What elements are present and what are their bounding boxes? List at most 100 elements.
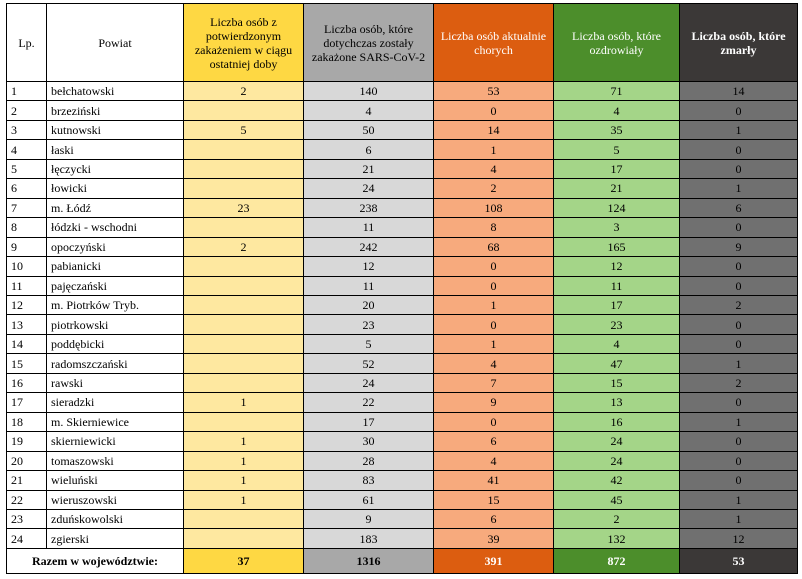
cell-lp: 7 — [6, 197, 47, 219]
cell-total-cases: 30 — [303, 431, 434, 452]
cell-powiat: łaski — [46, 139, 184, 160]
cell-new-cases — [183, 158, 304, 180]
cell-deaths: 6 — [679, 197, 798, 219]
header-powiat: Powiat — [46, 3, 184, 82]
cell-active-cases: 1 — [433, 333, 554, 355]
cell-active-cases: 6 — [433, 431, 554, 452]
cell-new-cases: 1 — [183, 392, 304, 413]
cell-active-cases: 0 — [433, 100, 554, 121]
cell-new-cases — [183, 528, 304, 549]
cell-deaths: 0 — [679, 333, 798, 355]
cell-deaths: 1 — [679, 508, 798, 530]
header-active-cases: Liczba osób aktualnie chorych — [433, 3, 554, 82]
cell-powiat: m. Piotrków Tryb. — [46, 294, 184, 316]
total-deaths: 53 — [679, 548, 798, 574]
cell-deaths: 0 — [679, 256, 798, 277]
cell-total-cases: 6 — [303, 139, 434, 160]
cell-recovered: 165 — [553, 236, 680, 258]
cell-new-cases: 1 — [183, 450, 304, 472]
table-row: 11 pajęczański 11 0 11 0 — [6, 275, 798, 296]
cell-recovered: 132 — [553, 528, 680, 549]
cell-total-cases: 22 — [303, 392, 434, 413]
cell-new-cases — [183, 275, 304, 296]
cell-deaths: 1 — [679, 178, 798, 199]
totals-label: Razem w województwie: — [6, 548, 184, 574]
cell-active-cases: 0 — [433, 314, 554, 335]
cell-active-cases: 4 — [433, 450, 554, 472]
cell-recovered: 4 — [553, 333, 680, 355]
table-row: 9 opoczyński 2 242 68 165 9 — [6, 236, 798, 258]
cell-total-cases: 28 — [303, 450, 434, 472]
cell-powiat: poddębicki — [46, 333, 184, 355]
table-row: 10 pabianicki 12 0 12 0 — [6, 256, 798, 277]
cell-deaths: 0 — [679, 139, 798, 160]
totals-row: Razem w województwie: 37 1316 391 872 53 — [6, 548, 798, 574]
cell-lp: 11 — [6, 275, 47, 296]
cell-active-cases: 2 — [433, 178, 554, 199]
cell-recovered: 17 — [553, 158, 680, 180]
cell-total-cases: 24 — [303, 178, 434, 199]
cell-deaths: 0 — [679, 314, 798, 335]
cell-powiat: m. Skierniewice — [46, 411, 184, 433]
cell-lp: 14 — [6, 333, 47, 355]
cell-total-cases: 242 — [303, 236, 434, 258]
cell-deaths: 0 — [679, 450, 798, 472]
cell-new-cases: 1 — [183, 470, 304, 491]
cell-active-cases: 0 — [433, 411, 554, 433]
cell-lp: 22 — [6, 489, 47, 510]
cell-total-cases: 12 — [303, 256, 434, 277]
cell-active-cases: 1 — [433, 139, 554, 160]
table-row: 8 łódzki - wschodni 11 8 3 0 — [6, 217, 798, 238]
cell-new-cases — [183, 333, 304, 355]
cell-lp: 17 — [6, 392, 47, 413]
table-row: 16 rawski 24 7 15 2 — [6, 372, 798, 394]
cell-powiat: łęczycki — [46, 158, 184, 180]
header-new-cases: Liczba osób z potwierdzonym zakażeniem w… — [183, 3, 304, 82]
cell-active-cases: 0 — [433, 275, 554, 296]
cell-lp: 20 — [6, 450, 47, 472]
cell-new-cases — [183, 353, 304, 374]
cell-powiat: tomaszowski — [46, 450, 184, 472]
table-row: 17 sieradzki 1 22 9 13 0 — [6, 392, 798, 413]
cell-total-cases: 238 — [303, 197, 434, 219]
cell-recovered: 35 — [553, 119, 680, 141]
cell-recovered: 24 — [553, 431, 680, 452]
cell-powiat: sieradzki — [46, 392, 184, 413]
table-row: 7 m. Łódź 23 238 108 124 6 — [6, 197, 798, 219]
cell-active-cases: 4 — [433, 158, 554, 180]
cell-powiat: łódzki - wschodni — [46, 217, 184, 238]
cell-active-cases: 53 — [433, 80, 554, 102]
cell-new-cases — [183, 217, 304, 238]
cell-lp: 9 — [6, 236, 47, 258]
cell-recovered: 24 — [553, 450, 680, 472]
table-row: 1 bełchatowski 2 140 53 71 14 — [6, 80, 798, 102]
cell-recovered: 17 — [553, 294, 680, 316]
cell-active-cases: 39 — [433, 528, 554, 549]
cell-powiat: wieruszowski — [46, 489, 184, 510]
cell-new-cases — [183, 372, 304, 394]
cell-active-cases: 14 — [433, 119, 554, 141]
cell-lp: 6 — [6, 178, 47, 199]
cell-new-cases: 2 — [183, 236, 304, 258]
cell-new-cases — [183, 178, 304, 199]
cell-active-cases: 4 — [433, 353, 554, 374]
cell-active-cases: 8 — [433, 217, 554, 238]
cell-active-cases: 6 — [433, 508, 554, 530]
cell-lp: 2 — [6, 100, 47, 121]
total-new-cases: 37 — [183, 548, 304, 574]
cell-powiat: piotrkowski — [46, 314, 184, 335]
cell-total-cases: 83 — [303, 470, 434, 491]
cell-deaths: 1 — [679, 119, 798, 141]
cell-powiat: pabianicki — [46, 256, 184, 277]
table-row: 21 wieluński 1 83 41 42 0 — [6, 470, 798, 491]
cell-recovered: 15 — [553, 372, 680, 394]
table-row: 6 łowicki 24 2 21 1 — [6, 178, 798, 199]
cell-new-cases: 1 — [183, 431, 304, 452]
table-row: 5 łęczycki 21 4 17 0 — [6, 158, 798, 180]
cell-recovered: 12 — [553, 256, 680, 277]
cell-powiat: m. Łódź — [46, 197, 184, 219]
cell-total-cases: 21 — [303, 158, 434, 180]
cell-lp: 8 — [6, 217, 47, 238]
table-row: 15 radomszczański 52 4 47 1 — [6, 353, 798, 374]
cell-lp: 4 — [6, 139, 47, 160]
